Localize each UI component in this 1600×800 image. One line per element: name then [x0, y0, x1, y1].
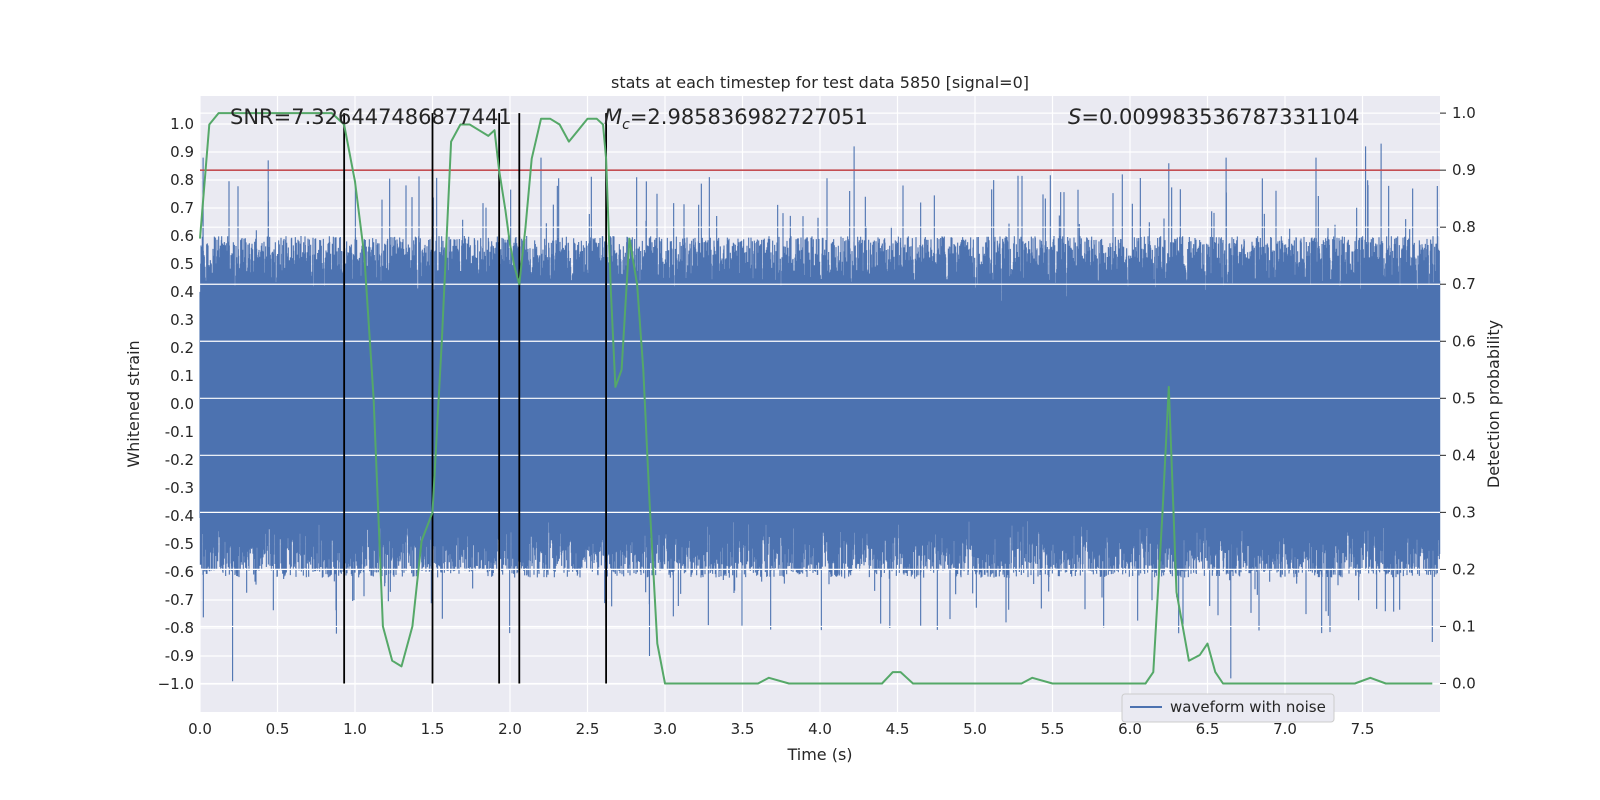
right-tick-label: 0.6 — [1452, 332, 1476, 350]
right-axis-label: Detection probability — [1484, 320, 1503, 488]
x-tick-label: 0.5 — [266, 720, 290, 738]
y-tick-label: 0.3 — [170, 311, 194, 329]
y-tick-label: -0.8 — [165, 619, 194, 637]
y-tick-label: 0.6 — [170, 227, 194, 245]
x-tick-label: 2.0 — [498, 720, 522, 738]
right-tick-label: 0.4 — [1452, 446, 1476, 464]
right-tick-label: 1.0 — [1452, 104, 1476, 122]
right-tick-label: 0.8 — [1452, 218, 1476, 236]
y-tick-label: -0.4 — [165, 507, 194, 525]
x-tick-label: 4.0 — [808, 720, 832, 738]
x-tick-label: 6.0 — [1118, 720, 1142, 738]
s-value: =0.009983536787331104 — [1081, 105, 1359, 129]
y-tick-label: -0.5 — [165, 535, 194, 553]
right-tick-label: 0.5 — [1452, 389, 1476, 407]
x-tick-label: 1.5 — [421, 720, 445, 738]
y-tick-label: 0.1 — [170, 367, 194, 385]
x-tick-label: 7.5 — [1351, 720, 1375, 738]
s-symbol: S — [1068, 105, 1081, 129]
mc-value: =2.985836982727051 — [630, 105, 868, 129]
x-tick-label: 4.5 — [886, 720, 910, 738]
y-axis-label: Whitened strain — [124, 340, 143, 467]
right-tick-label: 0.0 — [1452, 674, 1476, 692]
legend: waveform with noise — [1121, 693, 1335, 723]
x-axis-label: Time (s) — [786, 745, 852, 764]
x-tick-label: 1.0 — [343, 720, 367, 738]
y-tick-label: -0.3 — [165, 479, 194, 497]
y-tick-label: 1.0 — [170, 115, 194, 133]
x-tick-label: 7.0 — [1273, 720, 1297, 738]
x-tick-label: 0.0 — [188, 720, 212, 738]
y-axis-ticks: 1.0 0.9 0.8 0.7 0.6 0.5 0.4 0.3 0.2 0.1 0.0 -0.1 -0.… — [158, 115, 194, 693]
right-tick-label: 0.1 — [1452, 617, 1476, 635]
y-tick-label: 0.5 — [170, 255, 194, 273]
y-tick-label: 0.8 — [170, 171, 194, 189]
x-tick-label: 5.0 — [963, 720, 987, 738]
x-tick-label: 3.5 — [731, 720, 755, 738]
x-tick-label: 3.0 — [653, 720, 677, 738]
y-tick-label: -0.9 — [165, 647, 194, 665]
mc-subscript: c — [622, 117, 630, 133]
y-tick-label: -0.6 — [165, 563, 194, 581]
right-tick-label: 0.9 — [1452, 161, 1476, 179]
y-tick-label: −1.0 — [158, 675, 194, 693]
x-tick-label: 6.5 — [1196, 720, 1220, 738]
y-tick-label: 0.2 — [170, 339, 194, 357]
right-tick-label: 0.3 — [1452, 503, 1476, 521]
mc-symbol: M — [604, 105, 622, 129]
right-axis-ticks: 1.0 0.9 0.8 0.7 0.6 0.5 0.4 0.3 0.2 0.1 0.0 — [1440, 104, 1476, 692]
spin-annotation: S=0.009983536787331104 — [1068, 105, 1359, 129]
chirp-mass-annotation: Mc=2.985836982727051 — [604, 105, 868, 133]
y-tick-label: 0.7 — [170, 199, 194, 217]
y-tick-label: 0.0 — [170, 395, 194, 413]
x-tick-label: 5.5 — [1041, 720, 1065, 738]
detection-probability-line — [199, 112, 1433, 685]
chart-title: stats at each timestep for test data 585… — [611, 73, 1029, 92]
x-axis-ticks: 0.0 0.5 1.0 1.5 2.0 2.5 3.0 3.5 4.0 4.5 5.0 5.5 6.0 6… — [188, 720, 1374, 738]
snr-annotation: SNR=7.326447486877441 — [230, 105, 512, 129]
right-tick-label: 0.2 — [1452, 560, 1476, 578]
event-markers — [343, 113, 607, 684]
y-tick-label: 0.9 — [170, 143, 194, 161]
legend-box — [1121, 693, 1335, 723]
right-tick-label: 0.7 — [1452, 275, 1476, 293]
y-tick-label: -0.7 — [165, 591, 194, 609]
y-tick-label: -0.2 — [165, 451, 194, 469]
x-tick-label: 2.5 — [576, 720, 600, 738]
legend-label: waveform with noise — [1170, 698, 1326, 716]
y-tick-label: -0.1 — [165, 423, 194, 441]
y-tick-label: 0.4 — [170, 283, 194, 301]
